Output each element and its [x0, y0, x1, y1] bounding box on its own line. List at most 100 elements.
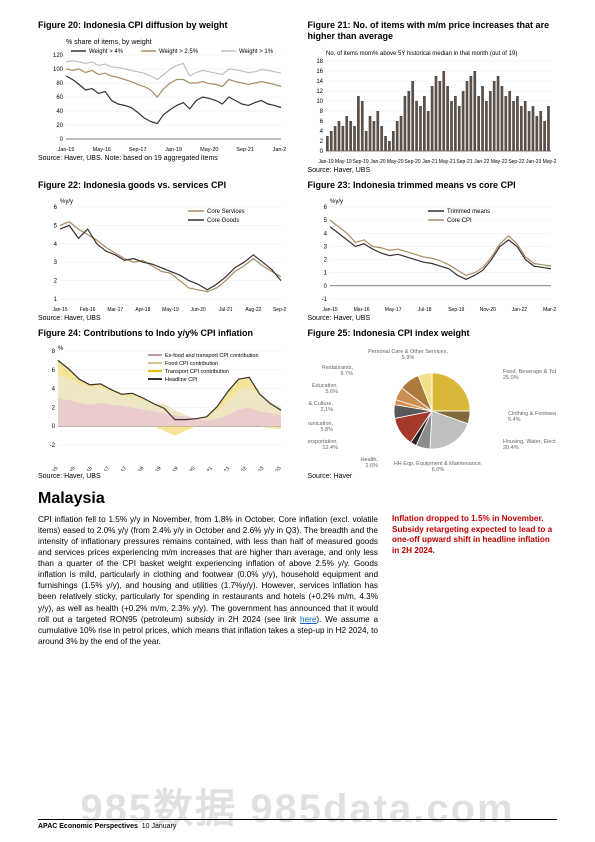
svg-text:20: 20 — [56, 123, 63, 129]
sidebar-note: Inflation dropped to 1.5% in November. S… — [392, 514, 557, 557]
fig-source: Source: Haver, UBS — [38, 315, 288, 322]
svg-text:16: 16 — [316, 69, 323, 75]
svg-text:Core CPI: Core CPI — [447, 218, 472, 224]
svg-text:14: 14 — [316, 79, 323, 85]
fig21-chart: No. of items mom% above 5Y historical me… — [308, 47, 558, 165]
fig-source: Source: Haver, UBS — [38, 473, 288, 480]
svg-text:100: 100 — [53, 67, 64, 73]
svg-text:4: 4 — [54, 242, 58, 248]
svg-text:0: 0 — [319, 149, 323, 155]
svg-text:% share of items, by weight: % share of items, by weight — [66, 39, 152, 46]
svg-text:Jan-21: Jan-21 — [422, 159, 438, 165]
section-heading: Malaysia — [38, 490, 557, 508]
link-here[interactable]: here — [300, 615, 316, 624]
fig-title: Figure 25: Indonesia CPI index weight — [308, 328, 558, 339]
svg-text:Jan-20: Jan-20 — [370, 159, 386, 165]
svg-text:Trimmed means: Trimmed means — [447, 209, 490, 215]
svg-text:2: 2 — [52, 405, 56, 411]
body-text: CPI inflation fell to 1.5% y/y in Novemb… — [38, 515, 378, 624]
svg-text:1: 1 — [323, 270, 327, 276]
svg-text:May-21: May-21 — [438, 159, 455, 165]
svg-text:Sep-21: Sep-21 — [217, 466, 231, 471]
svg-text:2.1%: 2.1% — [320, 407, 333, 413]
svg-text:%y/y: %y/y — [330, 199, 343, 205]
svg-text:18: 18 — [316, 59, 323, 65]
svg-text:4: 4 — [319, 129, 323, 135]
svg-text:Jan-21: Jan-21 — [200, 466, 214, 471]
svg-text:Jan-23: Jan-23 — [252, 466, 266, 471]
svg-text:May-18: May-18 — [131, 466, 146, 471]
svg-text:5.9%: 5.9% — [401, 355, 414, 361]
svg-text:1: 1 — [54, 297, 58, 303]
svg-text:0: 0 — [323, 284, 327, 290]
svg-text:12.4%: 12.4% — [322, 445, 338, 451]
svg-text:Jan-15: Jan-15 — [46, 466, 60, 471]
svg-text:6: 6 — [52, 368, 56, 374]
svg-text:8.7%: 8.7% — [340, 371, 353, 377]
fig-title: Figure 21: No. of items with m/m price i… — [308, 20, 558, 43]
svg-text:5: 5 — [323, 218, 327, 224]
svg-text:Sep-20: Sep-20 — [404, 159, 420, 165]
svg-text:Jan-19: Jan-19 — [165, 147, 182, 153]
svg-text:5: 5 — [54, 223, 58, 229]
svg-text:Jan-22: Jan-22 — [511, 307, 527, 313]
svg-text:Jan-23: Jan-23 — [273, 147, 286, 153]
svg-text:Sep-21: Sep-21 — [456, 159, 472, 165]
svg-text:0: 0 — [60, 137, 64, 143]
fig24-chart: %-202468Ex-food and transport CPI contri… — [38, 343, 288, 471]
svg-text:Nov-20: Nov-20 — [479, 307, 495, 313]
svg-text:10: 10 — [316, 99, 323, 105]
footer-date: 10 January — [142, 823, 177, 830]
fig-title: Figure 22: Indonesia goods vs. services … — [38, 180, 288, 191]
svg-text:May-19: May-19 — [162, 307, 179, 313]
svg-text:Sep-19: Sep-19 — [448, 307, 464, 313]
svg-text:Jun-20: Jun-20 — [190, 307, 206, 313]
body-paragraph: CPI inflation fell to 1.5% y/y in Novemb… — [38, 514, 378, 647]
svg-text:2: 2 — [319, 139, 323, 145]
svg-text:Sep-17: Sep-17 — [129, 147, 147, 153]
svg-text:Apr-18: Apr-18 — [135, 307, 150, 313]
fig-source: Source: Haver, UBS — [308, 167, 558, 174]
svg-text:Feb-16: Feb-16 — [80, 307, 96, 313]
svg-text:0: 0 — [52, 424, 56, 430]
svg-text:4: 4 — [52, 387, 56, 393]
svg-text:2: 2 — [54, 278, 58, 284]
svg-text:4: 4 — [323, 231, 327, 237]
svg-text:Sep-21: Sep-21 — [236, 147, 254, 153]
svg-text:May-22: May-22 — [234, 466, 249, 471]
svg-text:Jul-21: Jul-21 — [219, 307, 233, 313]
svg-text:80: 80 — [56, 81, 63, 87]
svg-text:Ex-food and transport CPI cont: Ex-food and transport CPI contribution — [165, 353, 259, 359]
fig-title: Figure 23: Indonesia trimmed means vs co… — [308, 180, 558, 191]
fig-source: Source: Haver, UBS — [308, 315, 558, 322]
svg-text:Weight > 4%: Weight > 4% — [89, 49, 124, 55]
svg-text:Sep-23: Sep-23 — [268, 466, 282, 471]
svg-text:Jul-18: Jul-18 — [417, 307, 431, 313]
svg-text:-1: -1 — [321, 297, 327, 303]
svg-text:12: 12 — [316, 89, 323, 95]
svg-text:Transport CPI contribution: Transport CPI contribution — [165, 369, 229, 375]
fig-title: Figure 20: Indonesia CPI diffusion by we… — [38, 20, 288, 31]
svg-text:Sep-19: Sep-19 — [166, 466, 180, 471]
svg-text:May-20: May-20 — [182, 466, 197, 471]
svg-text:Jan-15: Jan-15 — [58, 147, 75, 153]
svg-text:60: 60 — [56, 95, 63, 101]
fig22-chart: %y/y123456Core ServicesCore GoodsJan-15F… — [38, 195, 288, 313]
svg-text:40: 40 — [56, 109, 63, 115]
svg-text:3: 3 — [323, 244, 327, 250]
svg-text:6: 6 — [319, 119, 323, 125]
svg-text:Weight > 1%: Weight > 1% — [239, 49, 274, 55]
fig20-chart: % share of items, by weight Weight > 4% We… — [38, 35, 288, 153]
svg-text:5.6%: 5.6% — [325, 389, 338, 395]
svg-text:2: 2 — [323, 257, 327, 263]
page-footer: APAC Economic Perspectives 10 January — [38, 819, 557, 830]
svg-text:8: 8 — [52, 349, 56, 355]
svg-text:Jan-17: Jan-17 — [97, 466, 111, 471]
fig23-chart: %y/y-10123456Trimmed meansCore CPIJan-15… — [308, 195, 558, 313]
svg-text:Aug-22: Aug-22 — [245, 307, 261, 313]
fig-source: Source: Haver, UBS. Note: based on 19 ag… — [38, 155, 288, 162]
svg-text:May-17: May-17 — [384, 307, 401, 313]
svg-text:Mar-16: Mar-16 — [353, 307, 369, 313]
svg-text:May-23: May-23 — [542, 159, 555, 165]
svg-text:May-22: May-22 — [490, 159, 507, 165]
